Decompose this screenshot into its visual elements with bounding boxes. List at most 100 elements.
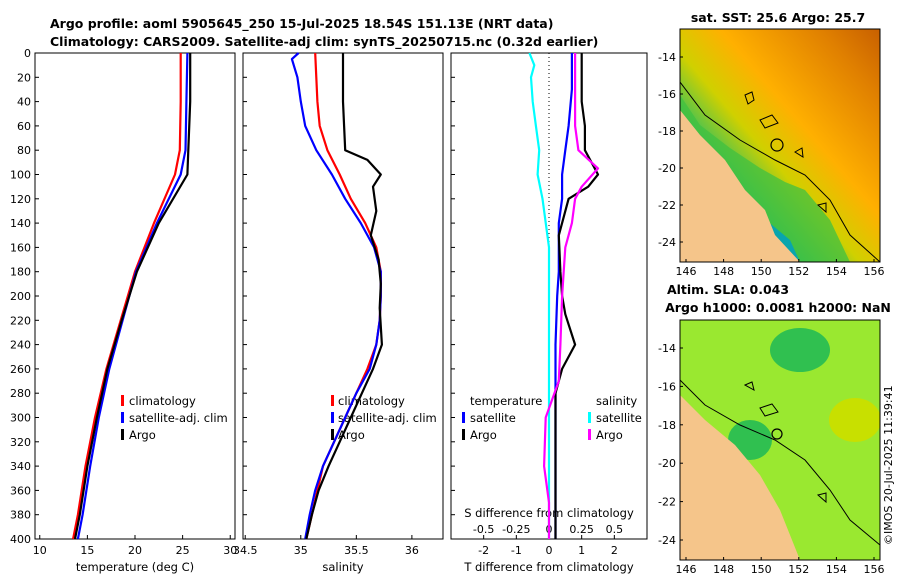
sla-map xyxy=(680,320,880,560)
salinity-series-argo xyxy=(305,53,383,540)
salinity-xtick-label: 36 xyxy=(405,544,419,557)
salinity-xtick-label: 35 xyxy=(294,544,308,557)
difference-xtick-label: -1 xyxy=(511,544,522,557)
depth-tick-label: 100 xyxy=(10,169,31,182)
legend-swatch-climatology xyxy=(331,395,334,406)
sst-coastline xyxy=(680,81,880,262)
legend-label-t-satellite: satellite xyxy=(470,411,516,425)
legend-swatch-t-argo xyxy=(462,429,465,440)
depth-tick-label: 200 xyxy=(10,290,31,303)
depth-tick-label: 360 xyxy=(10,484,31,497)
sla-low-anomaly-1 xyxy=(770,328,830,372)
sst-map-title: sat. SST: 25.6 Argo: 25.7 xyxy=(691,10,865,25)
sst-map-ytick-label: -22 xyxy=(658,199,676,212)
depth-tick-label: 80 xyxy=(17,144,31,157)
difference-top-tick-label: 0.5 xyxy=(606,523,624,536)
sla-map-ytick-label: -22 xyxy=(658,496,676,509)
difference-top-tick-label: -0.25 xyxy=(502,523,530,536)
sst-map xyxy=(680,29,880,262)
title-line2: Climatology: CARS2009. Satellite-adj cli… xyxy=(50,34,598,50)
legend-label-s-argo: Argo xyxy=(596,428,623,442)
salinity-xlabel: salinity xyxy=(322,560,363,574)
depth-tick-label: 340 xyxy=(10,460,31,473)
temperature-xtick-label: 25 xyxy=(176,544,190,557)
sla-map-title-line1: Altim. SLA: 0.043 xyxy=(667,282,789,297)
legend-label-climatology: climatology xyxy=(129,394,196,408)
salinity-series-satellite-adj-clim xyxy=(290,52,382,540)
legend-label-satellite: satellite-adj. clim xyxy=(338,411,437,425)
sla-argo-marker xyxy=(771,428,783,440)
difference-xtick-label: 0 xyxy=(546,544,553,557)
sla-map-xtick-label: 148 xyxy=(713,563,734,576)
temperature-xlabel: temperature (deg C) xyxy=(76,560,194,574)
legend-swatch-climatology xyxy=(121,395,124,406)
sla-map-xtick-label: 146 xyxy=(676,563,697,576)
sla-map-xtick-label: 150 xyxy=(751,563,772,576)
difference-xtick-label: 2 xyxy=(611,544,618,557)
sst-map-ytick-label: -18 xyxy=(658,125,676,138)
sst-map-xtick-label: 150 xyxy=(751,265,772,278)
sla-map-ytick-label: -14 xyxy=(658,342,676,355)
depth-tick-label: 180 xyxy=(10,266,31,279)
difference-xtick-label: 1 xyxy=(578,544,585,557)
difference-xlabel: T difference from climatology xyxy=(463,560,634,574)
difference-top-tick-label: 0.25 xyxy=(569,523,594,536)
legend-swatch-argo xyxy=(121,429,124,440)
sst-map-xtick-label: 156 xyxy=(864,265,885,278)
depth-tick-label: 20 xyxy=(17,71,31,84)
legend-label-satellite: satellite-adj. clim xyxy=(129,411,228,425)
sla-map-xtick-label: 152 xyxy=(788,563,809,576)
difference-top-tick-label: -0.5 xyxy=(473,523,494,536)
sla-map-title-line2: Argo h1000: 0.0081 h2000: NaN xyxy=(665,300,891,315)
sst-map-xtick-label: 152 xyxy=(788,265,809,278)
legend-label-t-argo: Argo xyxy=(470,428,497,442)
sla-map-xtick-label: 154 xyxy=(826,563,847,576)
sla-map-xtick-label: 156 xyxy=(864,563,885,576)
temperature-xtick-label: 30 xyxy=(223,544,237,557)
sst-map-frame xyxy=(679,28,881,263)
legend-label-climatology: climatology xyxy=(338,394,405,408)
sla-coastline xyxy=(680,379,880,546)
depth-tick-label: 160 xyxy=(10,241,31,254)
depth-tick-label: 140 xyxy=(10,217,31,230)
temperature-panel-frame xyxy=(34,52,236,540)
difference-xtick-label: -2 xyxy=(478,544,489,557)
difference-series-t-satellite xyxy=(554,53,573,539)
sla-map-ytick-label: -20 xyxy=(658,457,676,470)
sst-map-xtick-label: 146 xyxy=(676,265,697,278)
sla-reefs xyxy=(743,381,827,504)
depth-tick-label: 260 xyxy=(10,363,31,376)
salinity-legend: climatology satellite-adj. clim Argo xyxy=(331,394,437,442)
legend-swatch-satellite xyxy=(121,412,124,423)
sst-map-ytick-label: -16 xyxy=(658,88,676,101)
sst-map-xtick-label: 154 xyxy=(826,265,847,278)
sst-land xyxy=(680,110,800,262)
temperature-xtick-label: 10 xyxy=(33,544,47,557)
sla-high-anomaly xyxy=(829,398,880,442)
sst-argo-marker xyxy=(770,138,784,152)
temperature-legend: climatology satellite-adj. clim Argo xyxy=(121,394,228,442)
legend-swatch-t-satellite xyxy=(462,412,465,423)
sst-map-ytick-label: -24 xyxy=(658,236,676,249)
depth-tick-label: 400 xyxy=(10,533,31,546)
sla-map-ytick-label: -18 xyxy=(658,419,676,432)
depth-tick-label: 320 xyxy=(10,436,31,449)
temperature-series-satellite-adj-clim xyxy=(76,52,189,540)
depth-tick-label: 120 xyxy=(10,193,31,206)
depth-tick-label: 40 xyxy=(17,96,31,109)
sla-land xyxy=(680,395,800,560)
legend-title-salinity: salinity xyxy=(596,394,637,408)
depth-tick-label: 380 xyxy=(10,509,31,522)
sst-reefs xyxy=(744,91,827,214)
legend-swatch-satellite xyxy=(331,412,334,423)
temperature-xtick-label: 20 xyxy=(128,544,142,557)
depth-tick-label: 220 xyxy=(10,314,31,327)
difference-series-s-satellite xyxy=(528,52,551,539)
sst-map-xtick-label: 148 xyxy=(713,265,734,278)
depth-tick-label: 240 xyxy=(10,339,31,352)
sla-map-ytick-label: -24 xyxy=(658,534,676,547)
legend-swatch-s-argo xyxy=(588,429,591,440)
depth-tick-label: 300 xyxy=(10,412,31,425)
legend-label-argo: Argo xyxy=(129,428,156,442)
